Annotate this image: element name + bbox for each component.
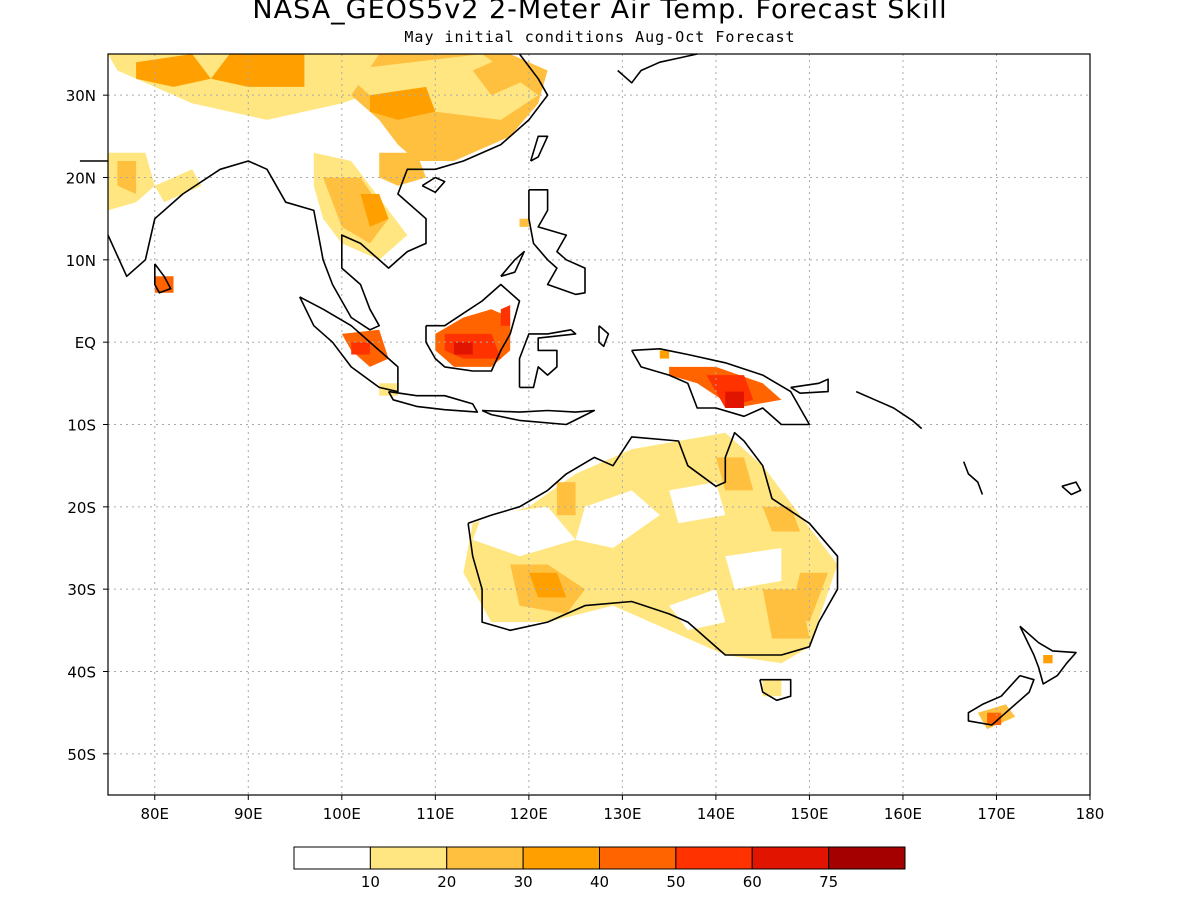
coastline [467,431,839,656]
lat-tick-label: 20N [66,170,96,188]
colorbar-label: 50 [666,873,685,891]
skill-area [519,218,529,227]
skill-area [369,86,436,120]
latitude-tick-labels: 30N 20N 10N EQ 10S 20S 30S 40S 50S [66,87,108,764]
skill-area [575,490,660,548]
coastline [631,347,811,426]
skill-area [669,482,726,524]
lat-tick-label: 40S [67,664,96,682]
coastline [298,296,399,393]
colorbar-swatch [828,846,906,870]
lon-tick-label: 180 [1076,805,1105,823]
colorbar-swatch [751,846,830,870]
colorbar-swatch [369,846,448,870]
coastline [518,328,577,389]
skill-area [472,54,529,96]
skill-area [472,506,576,557]
skill-area [210,54,305,87]
lat-tick-label: 10S [67,417,96,435]
map-subtitle: May initial conditions Aug-Oct Forecast [404,28,796,46]
grid-lines [108,54,1090,795]
colorbar-label: 60 [743,873,762,891]
lon-tick-label: 120E [510,805,548,823]
skill-area [659,350,670,359]
lon-tick-label: 100E [323,805,361,823]
colorbar: 10 20 30 40 50 60 75 [293,846,906,891]
skill-area [154,169,202,203]
colorbar-label: 40 [590,873,609,891]
lon-tick-label: 170E [977,805,1015,823]
coastline [387,390,479,413]
coastlines [79,53,1082,726]
skill-area [1043,655,1053,664]
lat-tick-label: EQ [75,334,96,352]
colorbar-swatch [446,846,524,870]
coastline [790,378,829,395]
coastline [481,409,596,426]
coastline [107,53,549,331]
skill-area [725,548,782,590]
lon-tick-label: 130E [603,805,641,823]
colorbar-label: 10 [361,873,380,891]
skill-area [762,506,801,532]
lon-tick-label: 150E [790,805,828,823]
map-title: NASA_GEOS5v2 2-Meter Air Temp. Forecast … [252,0,948,25]
coastline [421,176,446,194]
coastline [1061,481,1082,496]
skill-area [762,589,810,639]
coastline [1019,625,1077,685]
longitude-tick-labels: 80E 90E 100E 110E 120E 130E 140E 150E 160E 170E 18… [140,795,1104,823]
coastline [855,390,923,430]
colorbar-label: 30 [514,873,533,891]
skill-area [762,679,782,697]
coastline [759,678,792,702]
lat-tick-label: 30S [67,581,96,599]
colorbar-swatch [599,846,677,870]
coastline [528,189,586,296]
skill-area [454,342,473,355]
skill-area [556,482,576,516]
lat-tick-label: 10N [66,252,96,270]
lon-tick-label: 80E [140,805,169,823]
lon-tick-label: 140E [697,805,735,823]
skill-area [360,194,389,227]
coastline [154,263,172,294]
lat-tick-label: 30N [66,87,96,105]
coastline [967,674,1035,726]
coastline [598,325,610,348]
skill-area [987,712,1002,725]
lon-tick-label: 160E [884,805,922,823]
coastline [617,53,698,84]
skill-area [725,391,744,408]
lon-tick-label: 110E [416,805,454,823]
skill-area [323,177,389,244]
colorbar-swatch [522,846,600,870]
coastline [500,250,526,278]
skill-shading-layer [108,54,1053,730]
lat-tick-label: 50S [67,746,96,764]
colorbar-label: 20 [437,873,456,891]
skill-area [351,342,370,355]
colorbar-label: 75 [819,873,838,891]
coastline [962,461,984,495]
coastline [425,283,521,372]
lat-tick-label: 20S [67,499,96,517]
colorbar-swatch [293,846,371,870]
lon-tick-label: 90E [234,805,263,823]
skill-area [500,305,511,326]
colorbar-swatch [675,846,753,870]
skill-area [528,572,567,598]
coastline [529,135,549,162]
